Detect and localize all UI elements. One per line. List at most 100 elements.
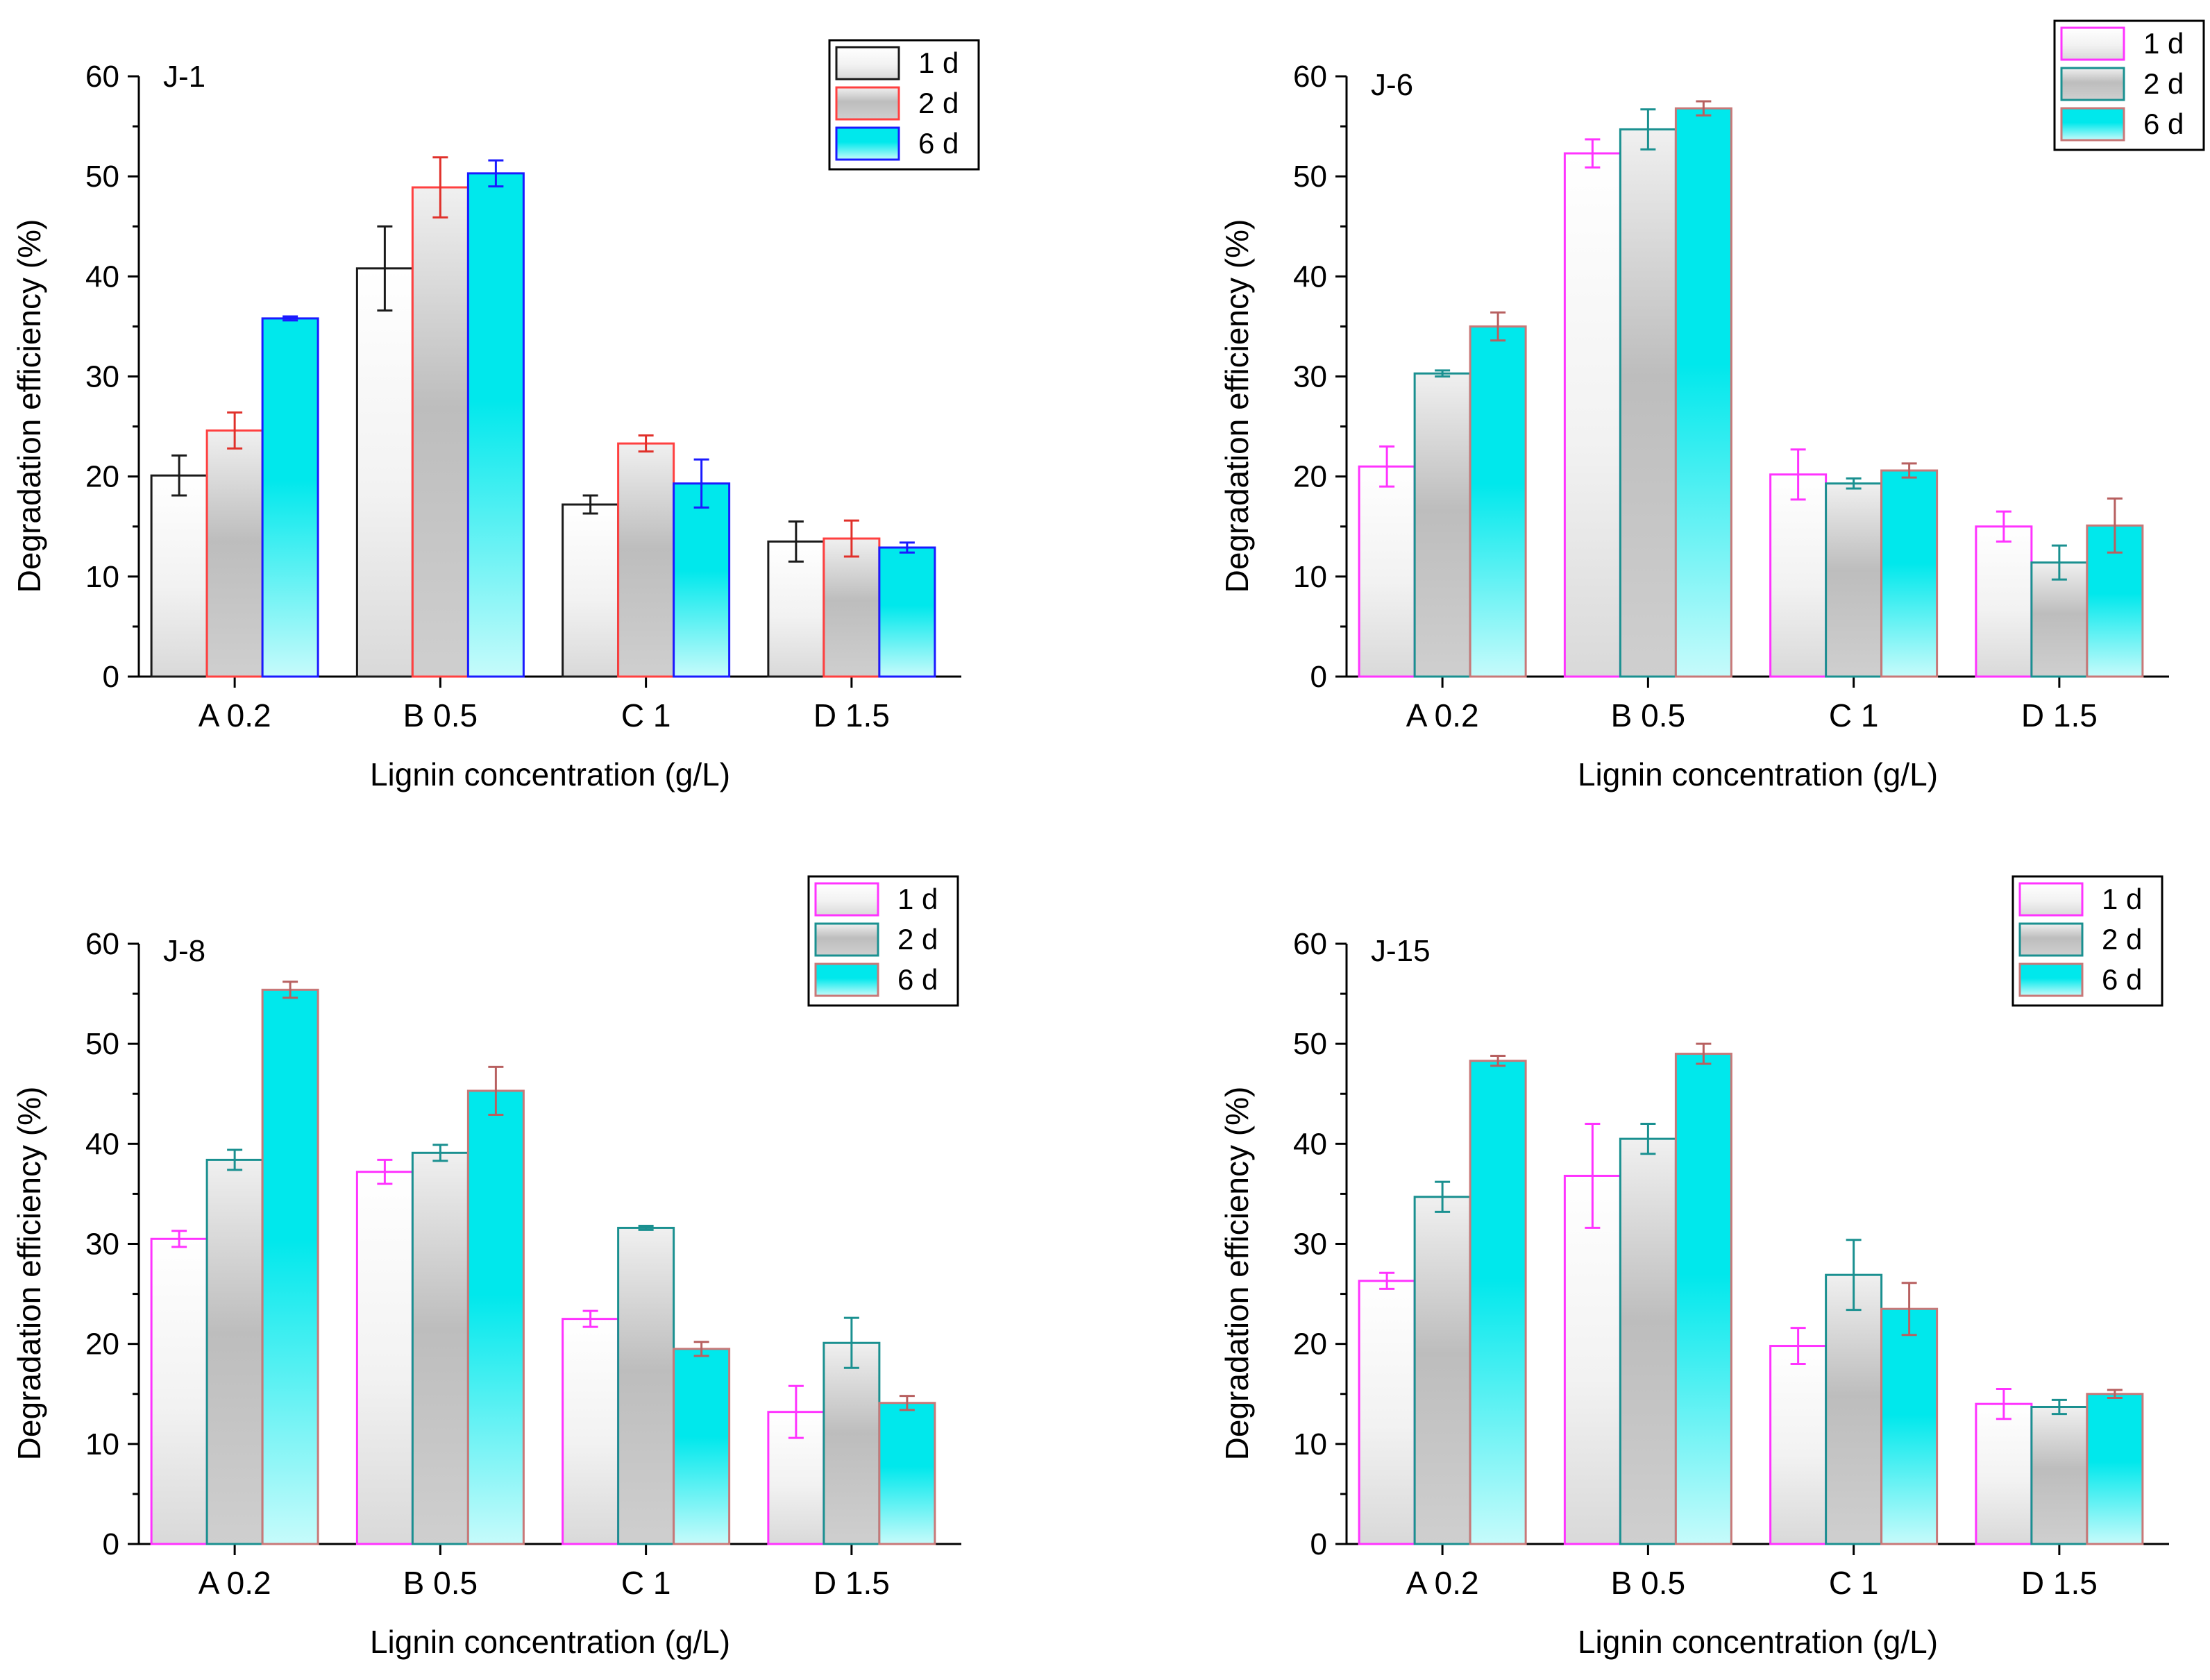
y-tick-label: 20 — [1293, 460, 1327, 494]
x-axis-label: Lignin concentration (g/L) — [1578, 1624, 1938, 1660]
legend-entry: 2 d — [918, 87, 959, 119]
x-tick-label: B 0.5 — [1611, 697, 1685, 733]
legend-swatch — [2018, 922, 2084, 957]
y-tick-label: 10 — [85, 1427, 119, 1461]
legend: 1 d 2 d 6 d — [807, 875, 959, 1007]
bar-6d-a-0.2 — [1469, 1060, 1527, 1545]
y-tick-label: 20 — [85, 1327, 119, 1361]
y-tick-label: 60 — [85, 60, 119, 94]
y-tick-label: 30 — [1293, 360, 1327, 394]
y-tick-label: 50 — [1293, 160, 1327, 194]
panel-label: J-8 — [163, 934, 205, 968]
legend-entry: 1 d — [918, 46, 959, 79]
bar-6d-b-0.5 — [466, 172, 525, 678]
bar-6d-c-1 — [1880, 469, 1939, 678]
legend-entry: 2 d — [2143, 67, 2184, 100]
x-tick-label: A 0.2 — [199, 1565, 271, 1601]
bar-2d-d-1.5 — [823, 537, 881, 678]
y-tick-label: 0 — [1310, 660, 1327, 694]
bar-6d-d-1.5 — [2086, 1393, 2144, 1545]
legend-swatch — [814, 922, 879, 957]
y-tick-label: 50 — [1293, 1027, 1327, 1061]
bar-2d-c-1 — [617, 1226, 675, 1545]
panel-label: J-6 — [1371, 68, 1413, 102]
y-axis-label: Degradation efficiency (%) — [11, 1087, 47, 1461]
bar-2d-b-0.5 — [1619, 1137, 1677, 1545]
y-axis-label: Degradation efficiency (%) — [11, 219, 47, 593]
y-tick-label: 30 — [1293, 1228, 1327, 1262]
legend-entry: 1 d — [897, 883, 938, 915]
bar-1d-d-1.5 — [1975, 525, 2033, 678]
bar-6d-c-1 — [673, 482, 731, 678]
x-tick-label: A 0.2 — [1406, 697, 1479, 733]
panel-label: J-15 — [1371, 934, 1431, 968]
bar-2d-b-0.5 — [411, 186, 469, 678]
bar-6d-a-0.2 — [261, 317, 319, 678]
y-axis-label: Degradation efficiency (%) — [1219, 219, 1255, 593]
y-tick-label: 10 — [1293, 1427, 1327, 1461]
legend-entry: 6 d — [918, 127, 959, 160]
bar-2d-a-0.2 — [1413, 1196, 1471, 1545]
legend-swatch — [2018, 882, 2084, 917]
bar-6d-d-1.5 — [878, 546, 936, 678]
y-tick-label: 50 — [85, 1027, 119, 1061]
legend-entry: 1 d — [2102, 883, 2142, 915]
y-tick-label: 40 — [85, 1127, 119, 1161]
y-tick-label: 0 — [103, 660, 119, 694]
y-tick-label: 0 — [103, 1527, 119, 1561]
y-tick-label: 60 — [1293, 60, 1327, 94]
x-tick-label: D 1.5 — [813, 697, 890, 733]
bar-1d-a-0.2 — [150, 1237, 208, 1545]
bar-2d-a-0.2 — [205, 429, 264, 678]
bar-6d-b-0.5 — [1674, 1053, 1732, 1545]
bar-6d-c-1 — [1880, 1307, 1939, 1545]
bar-6d-b-0.5 — [1674, 107, 1732, 678]
bar-1d-a-0.2 — [1358, 465, 1416, 678]
bar-1d-c-1 — [562, 1318, 620, 1545]
chart-panel-j-8: 0 10 20 30 40 50 60 A 0.2 B 0.5 C 1 D 1.5 Lignin co… — [11, 875, 961, 1660]
legend-swatch — [2060, 26, 2125, 61]
x-tick-label: C 1 — [621, 1565, 671, 1601]
legend: 1 d 2 d 6 d — [2011, 875, 2163, 1007]
bar-1d-c-1 — [1769, 473, 1828, 678]
x-tick-label: C 1 — [1829, 1565, 1879, 1601]
y-tick-label: 40 — [85, 260, 119, 294]
legend-swatch — [835, 46, 900, 80]
legend-entry: 6 d — [2102, 963, 2142, 996]
bar-1d-b-0.5 — [1563, 152, 1621, 678]
x-tick-label: B 0.5 — [403, 697, 478, 733]
chart-panel-j-1: 0 10 20 30 40 50 60 A 0.2 B 0.5 C 1 D 1.5 Lignin co… — [11, 39, 980, 792]
x-tick-label: A 0.2 — [1406, 1565, 1479, 1601]
y-tick-label: 60 — [1293, 927, 1327, 961]
y-tick-label: 50 — [85, 160, 119, 194]
bar-2d-a-0.2 — [1413, 372, 1471, 678]
panel-label: J-1 — [163, 60, 205, 94]
legend-entry: 1 d — [2143, 27, 2184, 60]
legend-swatch — [2060, 67, 2125, 101]
legend-swatch — [835, 126, 900, 161]
bar-1d-b-0.5 — [355, 267, 414, 678]
legend-swatch — [814, 962, 879, 997]
legend-entry: 2 d — [897, 923, 938, 956]
y-tick-label: 10 — [85, 560, 119, 594]
bar-6d-c-1 — [673, 1348, 731, 1545]
legend-entry: 2 d — [2102, 923, 2142, 956]
bar-1d-a-0.2 — [1358, 1280, 1416, 1545]
legend-swatch — [2018, 962, 2084, 997]
bar-6d-a-0.2 — [1469, 325, 1527, 678]
bar-1d-c-1 — [562, 503, 620, 678]
legend-entry: 6 d — [2143, 108, 2184, 140]
bar-1d-b-0.5 — [1563, 1174, 1621, 1545]
bar-2d-d-1.5 — [823, 1341, 881, 1545]
x-tick-label: D 1.5 — [2021, 697, 2098, 733]
x-tick-label: B 0.5 — [403, 1565, 478, 1601]
y-tick-label: 0 — [1310, 1527, 1327, 1561]
y-tick-label: 20 — [85, 460, 119, 494]
x-tick-label: B 0.5 — [1611, 1565, 1685, 1601]
legend-swatch — [835, 86, 900, 121]
legend-entry: 6 d — [897, 963, 938, 996]
legend: 1 d 2 d 6 d — [2053, 19, 2205, 151]
y-tick-label: 10 — [1293, 560, 1327, 594]
y-tick-label: 20 — [1293, 1327, 1327, 1361]
